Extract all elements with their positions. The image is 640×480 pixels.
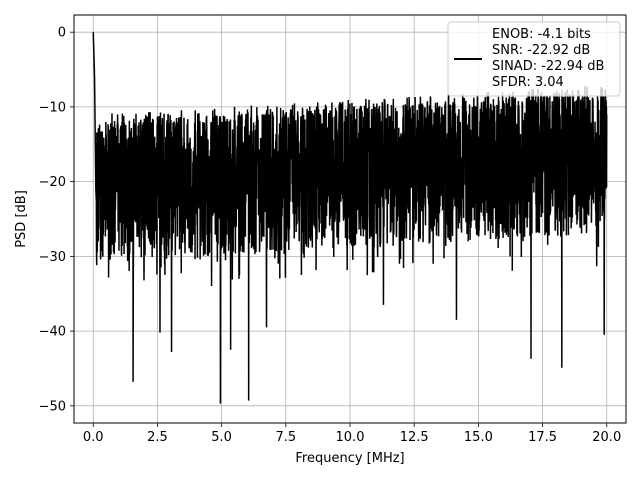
x-tick-label: 7.5 (275, 430, 296, 445)
y-tick-label: −50 (39, 399, 66, 414)
legend-text-line: SNR: -22.92 dB (492, 43, 590, 58)
x-tick-label: 20.0 (592, 430, 621, 445)
legend-text-line: SFDR: 3.04 (492, 75, 564, 90)
psd-line (92, 32, 608, 404)
legend-text-line: SINAD: -22.94 dB (492, 59, 604, 74)
y-axis-ticks: 0 −10 −20 −30 −40 −50 (39, 26, 74, 414)
y-tick-label: −20 (39, 175, 66, 190)
x-axis-label: Frequency [MHz] (295, 451, 404, 466)
x-tick-label: 2.5 (147, 430, 168, 445)
y-axis-label: PSD [dB] (14, 190, 29, 248)
legend-box (447, 21, 621, 97)
y-tick-label: −10 (39, 100, 66, 115)
y-tick-label: −40 (39, 325, 66, 340)
x-tick-label: 15.0 (464, 430, 493, 445)
y-tick-label: 0 (58, 26, 66, 41)
x-tick-label: 12.5 (400, 430, 429, 445)
x-tick-label: 0.0 (83, 430, 104, 445)
x-tick-label: 17.5 (528, 430, 557, 445)
x-tick-label: 10.0 (336, 430, 365, 445)
y-tick-label: −30 (39, 250, 66, 265)
x-tick-label: 5.0 (211, 430, 232, 445)
x-axis-ticks: 0.0 2.5 5.0 7.5 10.0 12.5 15.0 17.5 20.0 (83, 423, 621, 445)
series-layer (92, 32, 608, 404)
legend-text-line: ENOB: -4.1 bits (492, 27, 591, 42)
